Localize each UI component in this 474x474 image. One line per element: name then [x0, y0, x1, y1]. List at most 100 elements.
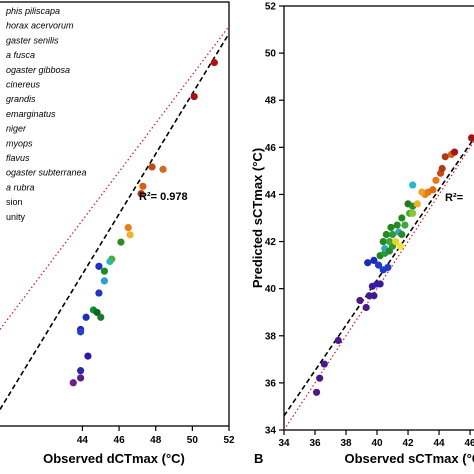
panel-a-legend-entry: grandis [6, 94, 36, 104]
panel-a-x-tick-label: 46 [114, 435, 126, 446]
panel-b-x-tick-label: 44 [433, 438, 445, 449]
panel-a-data-point [126, 231, 134, 239]
panel-a-data-point [84, 352, 92, 360]
panel-a-identity-line [0, 25, 230, 330]
panel-b-data-point [409, 209, 417, 217]
panel-b-identity-line [283, 140, 474, 431]
panel-b-x-tick-label: 38 [340, 438, 352, 449]
panel-b-data-point [413, 200, 421, 208]
panel-a-legend-entry: niger [6, 124, 27, 134]
panel-b-data-point [374, 261, 383, 269]
panel-a-r2-label: R²= 0.978 [139, 191, 188, 203]
panel-a-legend-entry: gaster senilis [6, 35, 59, 45]
panel-b-data-point [320, 360, 328, 368]
panel-a-legend: phis piliscapa horax acervorum gaster seni… [5, 6, 87, 222]
panel-a-legend-entry: sion [6, 197, 23, 207]
panel-b-x-axis-title: Observed sCTmax (°C) [344, 451, 474, 466]
panel-b-data-point [441, 153, 449, 161]
panel-b-y-tick-label: 44 [265, 190, 277, 201]
panel-a-data-point [100, 277, 109, 285]
panel-a-data-point [95, 289, 103, 297]
panel-a-data-point [139, 182, 147, 190]
panel-b-data-point [376, 280, 384, 288]
panel-b-points [312, 134, 474, 396]
panel-b-data-point [364, 259, 372, 267]
panel-b-data-point [438, 164, 446, 173]
panel-b-y-tick-label: 36 [265, 378, 277, 389]
panel-b-data-point [418, 188, 426, 196]
panel-b-x-ticks: 34 36 38 40 42 44 46 [278, 430, 474, 449]
panel-b-y-tick-label: 48 [265, 96, 277, 107]
panel-b-x-tick-label: 42 [402, 438, 414, 449]
panel-a-points [69, 59, 218, 387]
panel-b-x-tick-label: 46 [464, 438, 474, 449]
panel-a-plot-frame [0, 1, 230, 427]
panel-b-data-point [387, 223, 395, 232]
panel-a-x-tick-label: 44 [77, 435, 89, 446]
panel-a-data-point [106, 257, 114, 266]
panel-a-x-tick-label: 50 [187, 435, 199, 446]
panel-a-data-point [124, 223, 132, 232]
panel-a-data-point [77, 374, 85, 382]
panel-a-chart: 44 46 48 50 52 phis piliscapa horax acervorum… [0, 1, 235, 466]
panel-b-data-point [334, 336, 342, 345]
panel-a-data-point [95, 262, 103, 270]
panel-a-legend-entry: ogaster gibbosa [6, 65, 70, 75]
panel-a-data-point [69, 379, 77, 387]
panel-a-data-point [77, 328, 85, 336]
panel-a-data-point [137, 189, 145, 198]
panel-b-r2-label: R²= [445, 192, 463, 204]
panel-a-legend-entry: myops [6, 138, 33, 148]
panel-b-y-tick-label: 34 [265, 426, 277, 437]
panel-b-data-point [398, 230, 406, 239]
panel-a-data-point [117, 238, 125, 246]
panel-b-x-tick-label: 36 [309, 438, 321, 449]
panel-b-data-point [385, 237, 394, 246]
panel-b-data-point [409, 181, 417, 189]
panel-b-data-point [356, 296, 364, 305]
panel-b-data-point [362, 303, 370, 312]
panel-a-x-tick-label: 52 [223, 435, 235, 446]
panel-a-data-point [159, 165, 167, 173]
panel-b-y-tick-label: 38 [265, 331, 277, 342]
panel-b-y-ticks: 34 36 38 40 42 44 46 48 50 52 [265, 2, 284, 437]
panel-b-data-point [401, 221, 409, 229]
panel-b-data-point [370, 256, 378, 264]
panel-a-legend-entry: phis piliscapa [5, 6, 60, 16]
panel-b-data-point [392, 237, 400, 246]
panel-a-data-point [148, 163, 156, 171]
panel-a-legend-entry: a fusca [6, 50, 35, 60]
panel-b-data-point [316, 374, 324, 382]
panel-b-plot-frame [283, 5, 474, 431]
panel-a-data-point [210, 59, 218, 67]
panel-a-data-point [100, 267, 109, 275]
panel-b-data-point [388, 230, 397, 239]
panel-a-data-point [190, 92, 198, 101]
panel-a-legend-entry: cinereus [6, 80, 41, 90]
panel-a-data-point [77, 367, 85, 375]
panel-b-data-point [429, 186, 437, 194]
panel-a-x-ticks: 44 46 48 50 52 [77, 426, 235, 446]
panel-a-x-axis-title: Observed dCTmax (°C) [43, 451, 185, 466]
panel-b-letter: B [254, 451, 263, 466]
panel-b-data-point [467, 134, 474, 142]
panel-a-x-tick-label: 48 [150, 435, 162, 446]
panel-b-data-point [398, 214, 406, 222]
panel-b-x-tick-label: 34 [278, 438, 290, 449]
panel-b-data-point [396, 242, 404, 250]
panel-b-y-tick-label: 46 [265, 143, 277, 154]
panel-b-y-tick-label: 42 [265, 237, 277, 248]
panel-b-y-tick-label: 40 [265, 284, 277, 295]
panel-b-y-tick-label: 50 [265, 49, 277, 60]
panel-b-data-point [432, 176, 440, 184]
panel-b-data-point [393, 221, 401, 229]
panel-a-fit-line [0, 33, 230, 410]
panel-a-data-point [97, 313, 105, 321]
panel-a-legend-entry: flavus [6, 153, 30, 163]
panel-b-y-axis-title: Predicted sCTmax (°C) [250, 148, 265, 288]
panel-b-data-point [379, 237, 387, 246]
panel-a-legend-entry: horax acervorum [6, 21, 74, 31]
panel-b-data-point [382, 230, 390, 239]
panel-b-x-tick-label: 40 [371, 438, 383, 449]
